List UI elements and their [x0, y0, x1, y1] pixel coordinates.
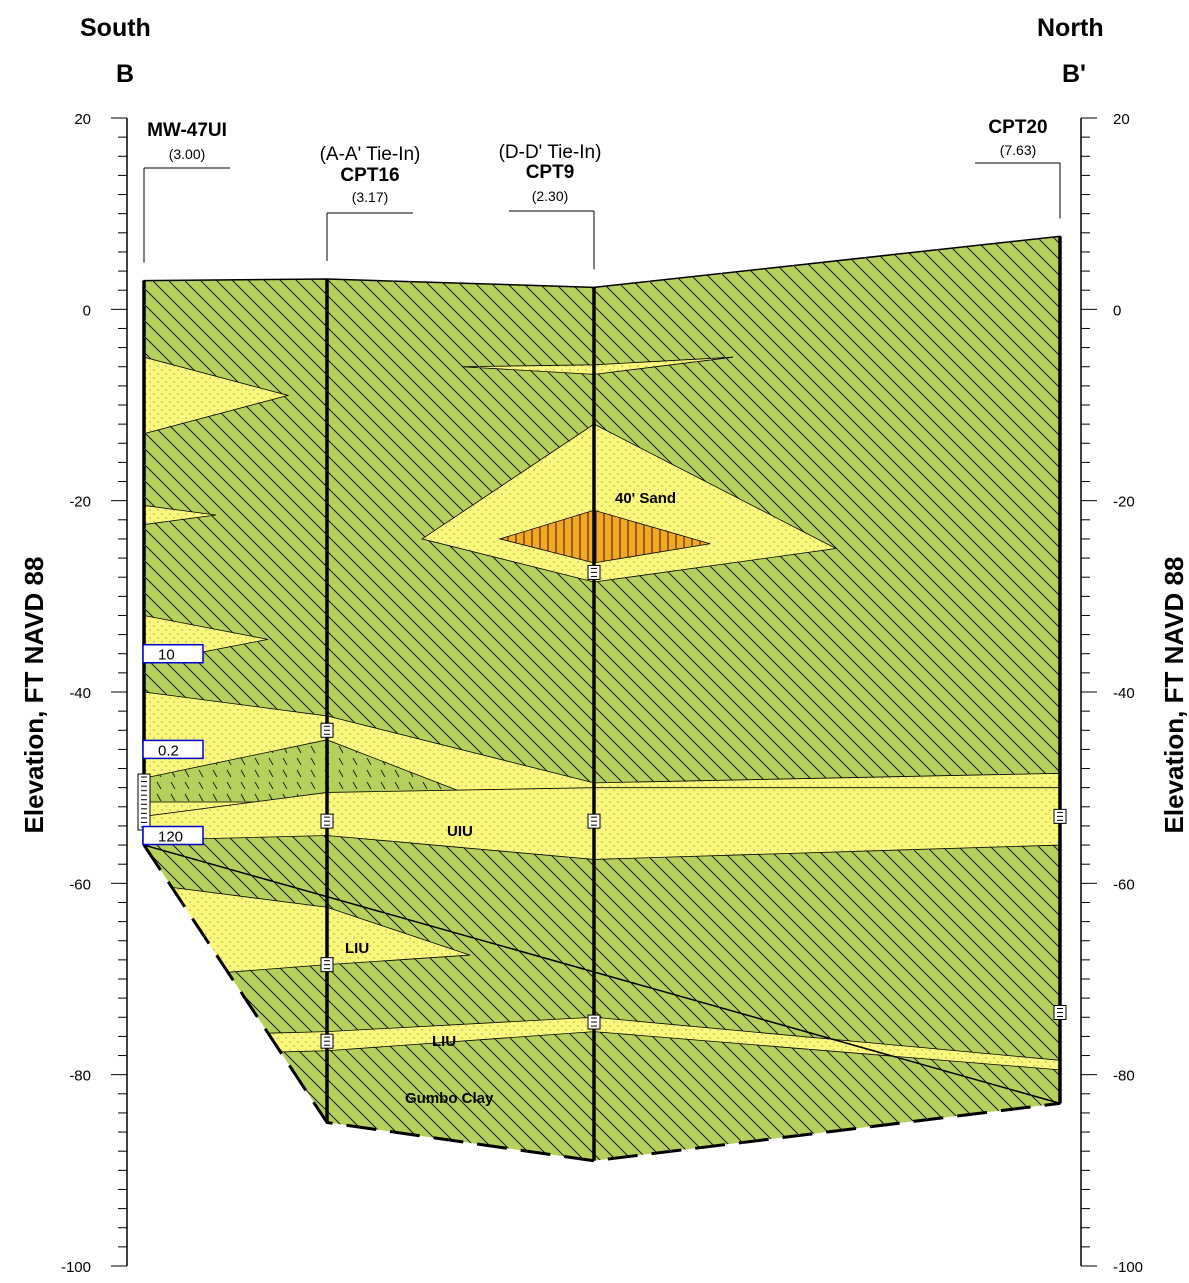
elevation-tick-label: 0 — [1113, 302, 1121, 319]
boring-name: CPT20 — [988, 117, 1047, 138]
value-box-label: 10 — [158, 647, 175, 664]
elevation-tick-label: 20 — [1113, 111, 1130, 128]
stratigraphy — [144, 236, 1060, 1161]
boring-cpt16: (A-A' Tie-In)CPT16 (3.17) — [320, 144, 421, 1123]
boring-name: CPT9 — [526, 162, 575, 183]
value-box: 0.2 — [142, 739, 204, 759]
value-box: 120 — [142, 825, 204, 846]
value-box-label: 120 — [158, 829, 183, 846]
elevation-tick-label: -80 — [1113, 1068, 1135, 1085]
sand-lens — [144, 504, 217, 526]
boring-elevation: (3.00) — [169, 146, 206, 162]
elevation-tick-label: -80 — [69, 1068, 91, 1085]
boring-name: CPT16 — [340, 165, 399, 186]
elevation-tick-label: -20 — [1113, 494, 1135, 511]
screen-symbol — [137, 773, 151, 831]
unit-label-liu-lower: LIU — [432, 1033, 456, 1050]
screen-symbol — [320, 1033, 334, 1049]
screen-symbol — [1053, 1004, 1067, 1020]
value-box: 10 — [142, 643, 204, 664]
screen-symbol — [587, 564, 601, 580]
screen-symbol — [320, 722, 334, 738]
unit-label-liu-upper: LIU — [345, 940, 369, 957]
value-box-label: 0.2 — [158, 742, 179, 759]
boring-elevation: (3.17) — [352, 189, 389, 205]
unit-label-uiu: UIU — [447, 823, 473, 840]
screen-symbol — [320, 957, 334, 973]
boring-elevation: (2.30) — [532, 188, 569, 204]
left-elevation-axis: 20 0 -20 -40 -60 -80 -100 — [61, 111, 128, 1276]
right-axis-title: Elevation, FT NAVD 88 — [1159, 557, 1189, 834]
unit-label-40-sand: 40' Sand — [615, 490, 676, 507]
boring-tie-in-label: (D-D' Tie-In) — [499, 142, 602, 163]
north-label: North — [1037, 14, 1104, 42]
south-label: South — [80, 14, 151, 42]
elevation-tick-label: -100 — [1113, 1259, 1143, 1276]
screen-symbol — [1053, 808, 1067, 824]
elevation-tick-label: 0 — [83, 302, 91, 319]
screen-symbol — [320, 813, 334, 829]
screen-symbol — [587, 1014, 601, 1030]
section-end-label: B' — [1062, 60, 1086, 88]
elevation-tick-label: -40 — [1113, 685, 1135, 702]
section-start-label: B — [116, 60, 134, 88]
elevation-tick-label: -20 — [69, 494, 91, 511]
section-base-dashed — [142, 844, 1061, 1163]
sand-lens — [144, 356, 290, 435]
elevation-tick-label: -100 — [61, 1259, 91, 1276]
boring-elevation: (7.63) — [1000, 142, 1037, 158]
elevation-tick-label: -60 — [69, 876, 91, 893]
left-axis-title: Elevation, FT NAVD 88 — [19, 557, 49, 834]
sand-lens — [461, 356, 734, 375]
forty-foot-sand-core — [498, 509, 711, 564]
boring-mw-47ui: MW-47UI (3.00) — [142, 120, 230, 846]
uiu-sand-unit — [144, 787, 1060, 860]
elevation-tick-label: -40 — [69, 685, 91, 702]
boring-name: MW-47UI — [147, 120, 227, 141]
boring-tie-in-label: (A-A' Tie-In) — [320, 144, 421, 165]
unit-label-gumbo-clay: Gumbo Clay — [405, 1090, 494, 1107]
value-boxes: 10 0.2 120 — [142, 643, 204, 846]
elevation-tick-label: 20 — [74, 111, 91, 128]
screen-symbol — [587, 813, 601, 829]
boring-cpt20: CPT20 (7.63) — [975, 117, 1062, 1104]
liu-sand-upper — [144, 882, 471, 980]
borings: MW-47UI (3.00) (A-A' Tie-In)CPT16 (3.17) (D-… — [137, 117, 1067, 1161]
elevation-tick-label: -60 — [1113, 876, 1135, 893]
right-elevation-axis: 20 0 -20 -40 -60 -80 -100 — [1080, 111, 1143, 1276]
